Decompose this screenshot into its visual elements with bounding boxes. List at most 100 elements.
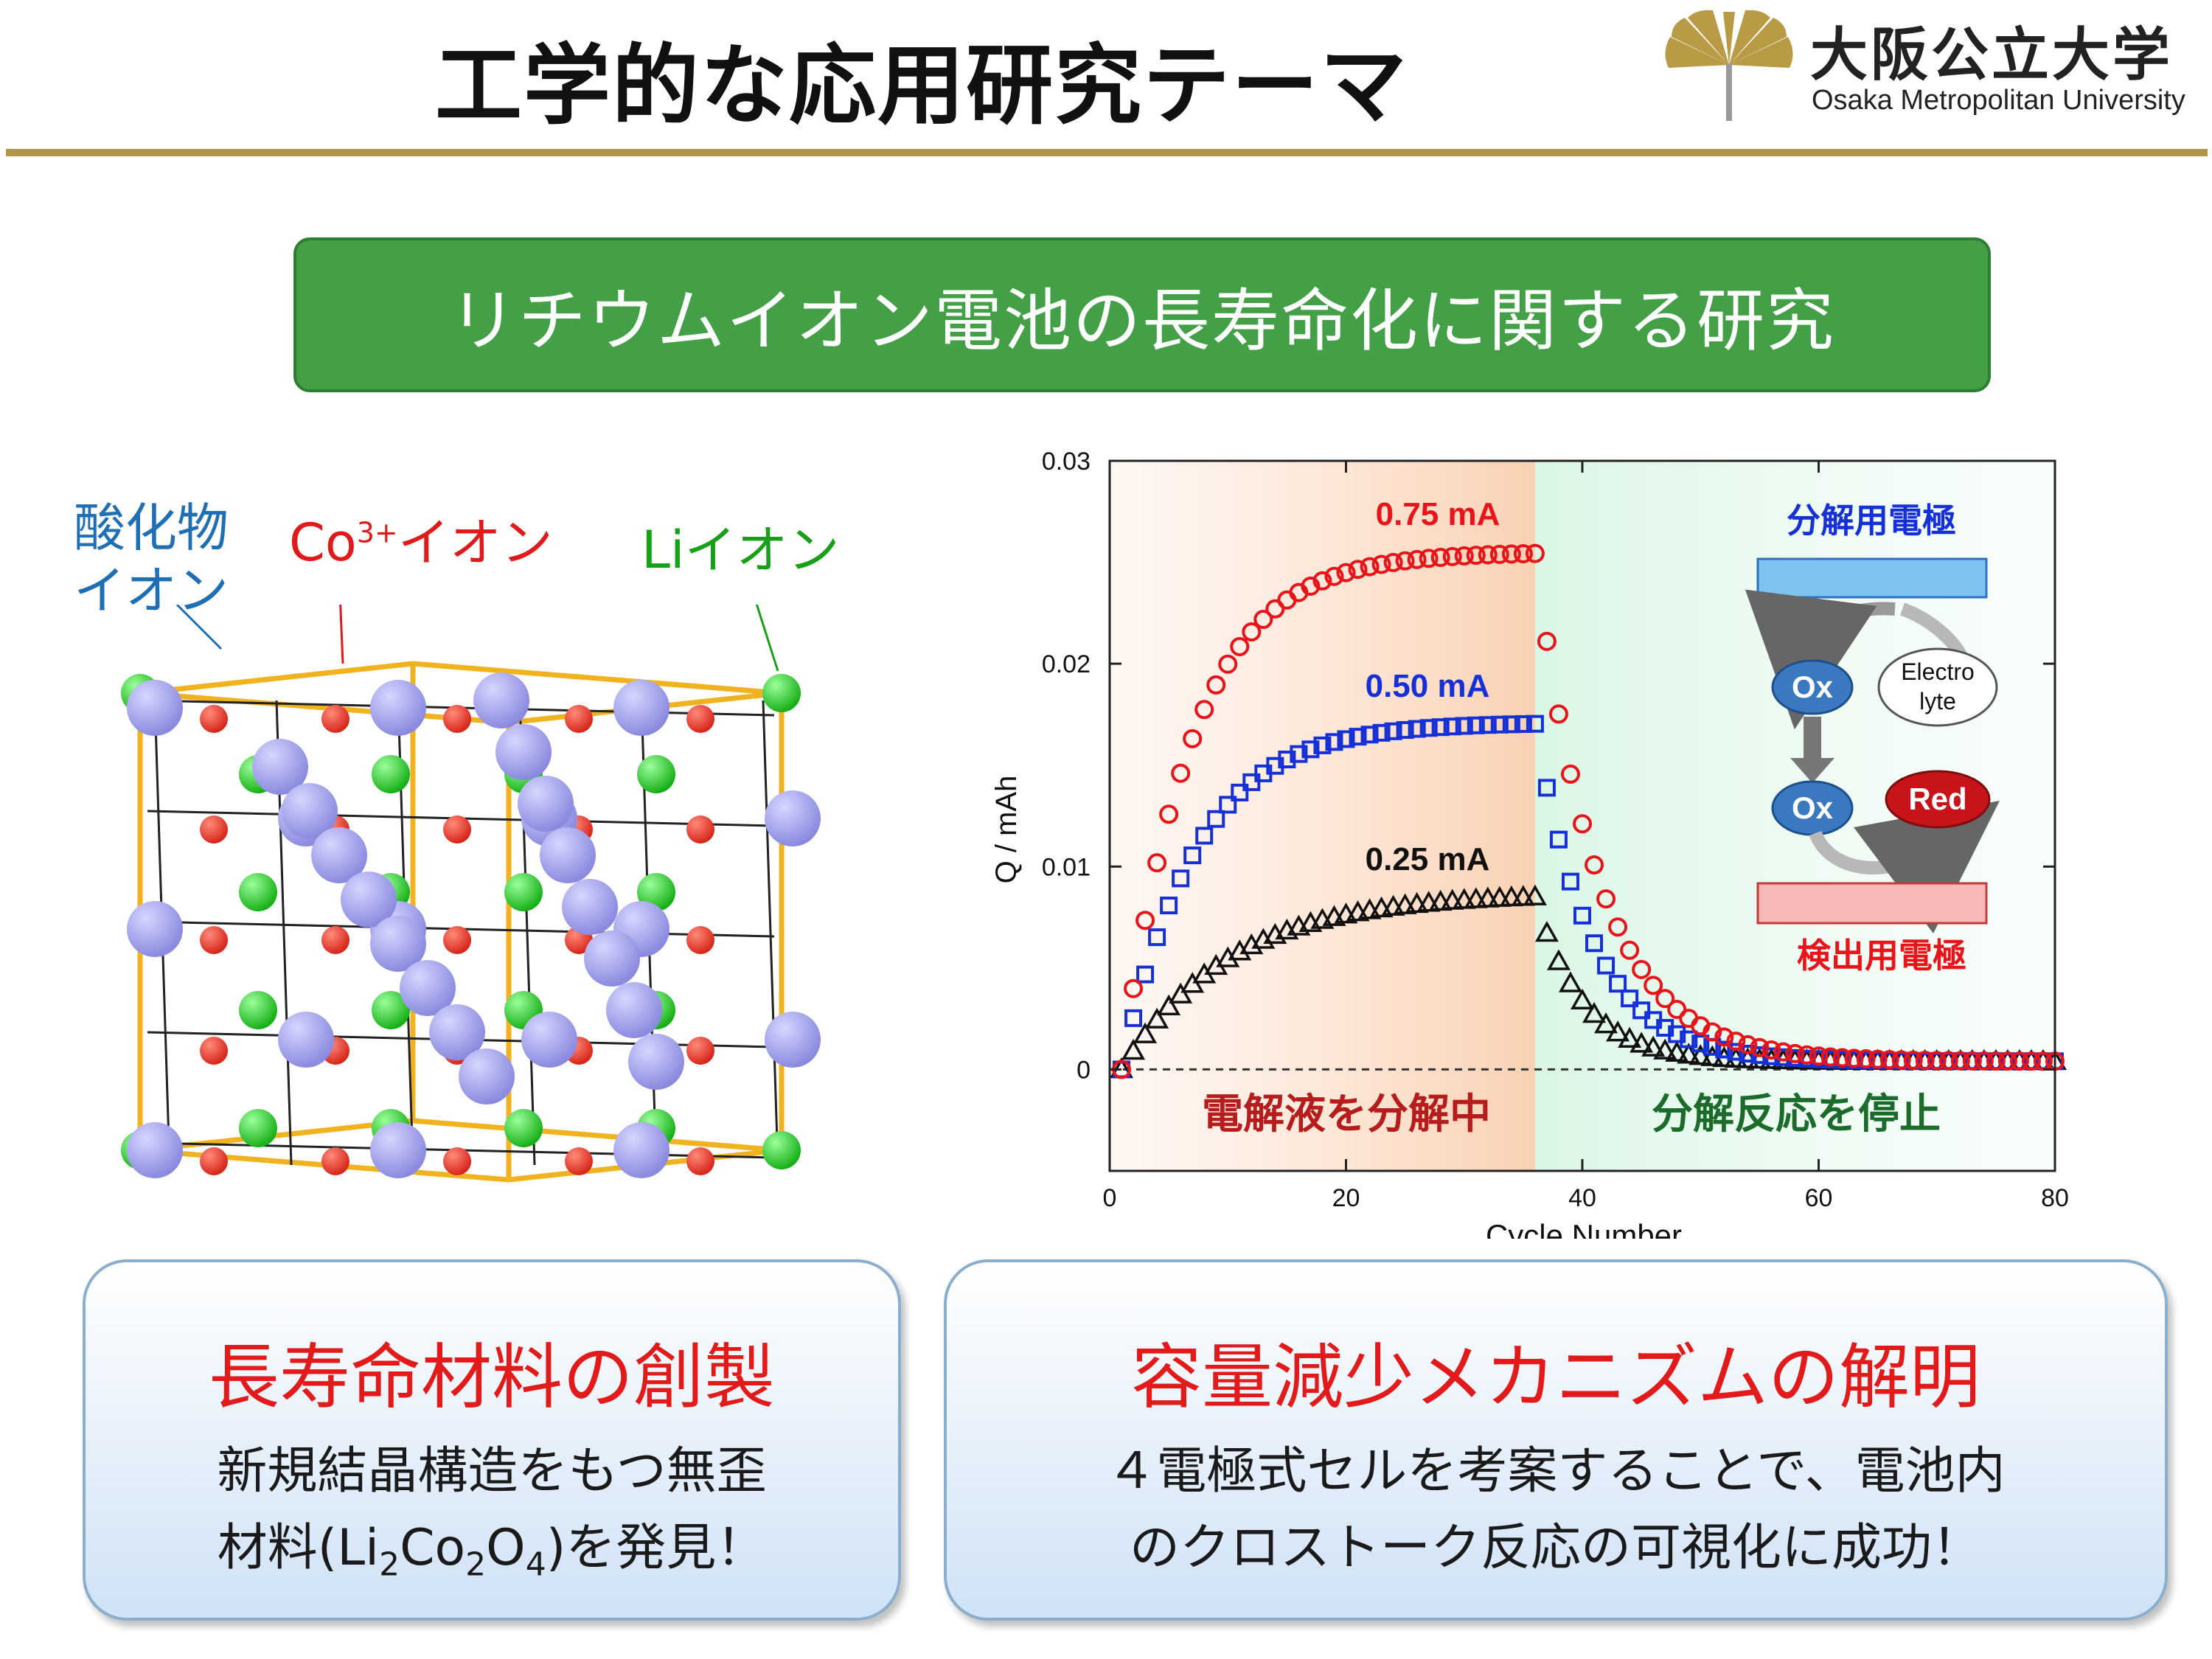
data-point [1160,897,1178,915]
cobalt-ion-atom [686,705,714,733]
data-point [1938,1051,1958,1071]
oxide-ion-atom [765,1012,821,1068]
capacity-chart: 0 20 40 60 80 0 0.01 0.02 0.03 Q / mAh Cycle Num… [990,448,2069,1239]
cobalt-ion-atom [200,1037,228,1065]
data-point [1194,700,1214,720]
data-point [1324,566,1344,586]
lithium-ion-atom [504,873,543,911]
bond [762,700,779,1166]
cobalt-ion-charge: 3+ [356,516,398,549]
series-label-050: 0.50 mA [1366,668,1490,704]
data-point [1560,764,1580,784]
data-point [1632,959,1652,979]
lithium-ion-atom [239,1109,277,1147]
data-point [1523,884,1547,905]
data-point [1665,1040,1689,1062]
right-summary-line-2: のクロストーク反応の可視化に成功！ [1129,1519,1982,1577]
data-point [1206,675,1226,695]
cobalt-ion-atom [443,1147,471,1175]
four-electrode-schematic: 分解用電極 Ox Electro lyte Ox Red 検出用電極 [1745,501,2000,975]
oxide-ion-atom [341,872,397,928]
data-point [1407,549,1427,569]
electrolyte-bubble [1877,647,1998,727]
data-point [1136,965,1155,984]
oxide-ion-atom [278,1012,334,1068]
oxide-ion-atom [429,1004,485,1060]
data-point [1348,560,1368,580]
data-point [1514,714,1532,733]
cobalt-ion-atom [686,1037,714,1065]
data-point [1502,715,1520,734]
cobalt-ion-atom [321,926,349,954]
data-point [2033,1051,2053,1071]
data-point [1290,745,1308,763]
oxide-ion-atom [127,901,183,957]
data-point [1856,1049,1876,1069]
y-tick-label: 0.01 [1042,853,1091,881]
data-point [1395,551,1415,571]
data-point [1148,928,1166,947]
left-summary-line-2: 材料(Li2Co2O4)を発見！ [86,1510,898,1604]
data-point [1738,1034,1758,1054]
data-point [1467,716,1485,734]
oxide-ion-atom [400,960,456,1016]
data-point [1195,827,1214,845]
left-summary-heading: 長寿命材料の創製 [209,1336,775,1419]
ginkgo-leaf-icon [1665,10,1793,121]
data-point [1464,887,1488,908]
oxide-ion-atom [628,1034,684,1090]
lithium-ion-atom [372,991,410,1029]
lithium-ion-label: Liイオン [641,520,840,580]
data-point [1416,891,1441,912]
cobalt-ion-suffix: イオン [397,512,553,573]
x-axis-label: Cycle Number [1486,1218,1682,1239]
lithium-ion-atom [762,1131,801,1169]
data-point [1585,934,1604,953]
cobalt-pointer [339,605,344,664]
data-point [1278,751,1296,769]
data-point [1172,869,1190,888]
region-decomposing [1110,461,1535,1171]
data-point [1454,546,1474,566]
right-summary-box: 容量減少メカニズムの解明 ４電極式セルを考案することで、電池内 のクロストーク反… [944,1259,2168,1621]
data-point [1455,717,1473,735]
oxide-ion-atom [370,680,426,736]
oxide-ion-atom [765,790,821,846]
data-point [1312,571,1332,591]
data-point [1419,549,1439,568]
data-point [1231,783,1249,801]
cobalt-ion-atom [200,705,228,733]
formula-sub-3: 4 [525,1545,546,1584]
data-point [1571,988,1594,1010]
data-point [1171,763,1191,783]
ox-top [1771,659,1854,715]
data-point [1549,830,1568,849]
data-point [1133,1022,1158,1043]
data-point [1313,736,1332,754]
data-point [1844,1048,1864,1068]
data-point [1487,886,1512,907]
data-point [1242,622,1262,641]
oxide-ion-atom [540,827,596,883]
ox-bottom-label: Ox [1792,790,1834,825]
formula-sub-1: 2 [379,1545,400,1584]
lithium-ion-atom [239,873,277,911]
cobalt-ion-atom [565,705,593,733]
data-point [1428,889,1453,911]
data-point [1218,654,1238,674]
data-point [1301,577,1321,597]
data-point [1384,722,1402,740]
data-point [1466,546,1486,566]
oxide-ion-atom [473,672,529,728]
data-point [1573,814,1592,834]
decomposition-electrode [1756,557,1988,599]
university-logo: 大阪公立大学 Osaka Metropolitan University [1655,7,2208,125]
data-point [1419,719,1438,737]
oxide-ion-atom [370,916,426,972]
data-point [1219,796,1237,814]
data-point [1561,872,1579,891]
data-point [1726,1032,1746,1051]
formula-sub-2: 2 [465,1545,487,1584]
right-summary-line-1: ４電極式セルを考案することで、電池内 [1106,1442,2006,1500]
university-name-english: Osaka Metropolitan University [1812,85,2185,116]
